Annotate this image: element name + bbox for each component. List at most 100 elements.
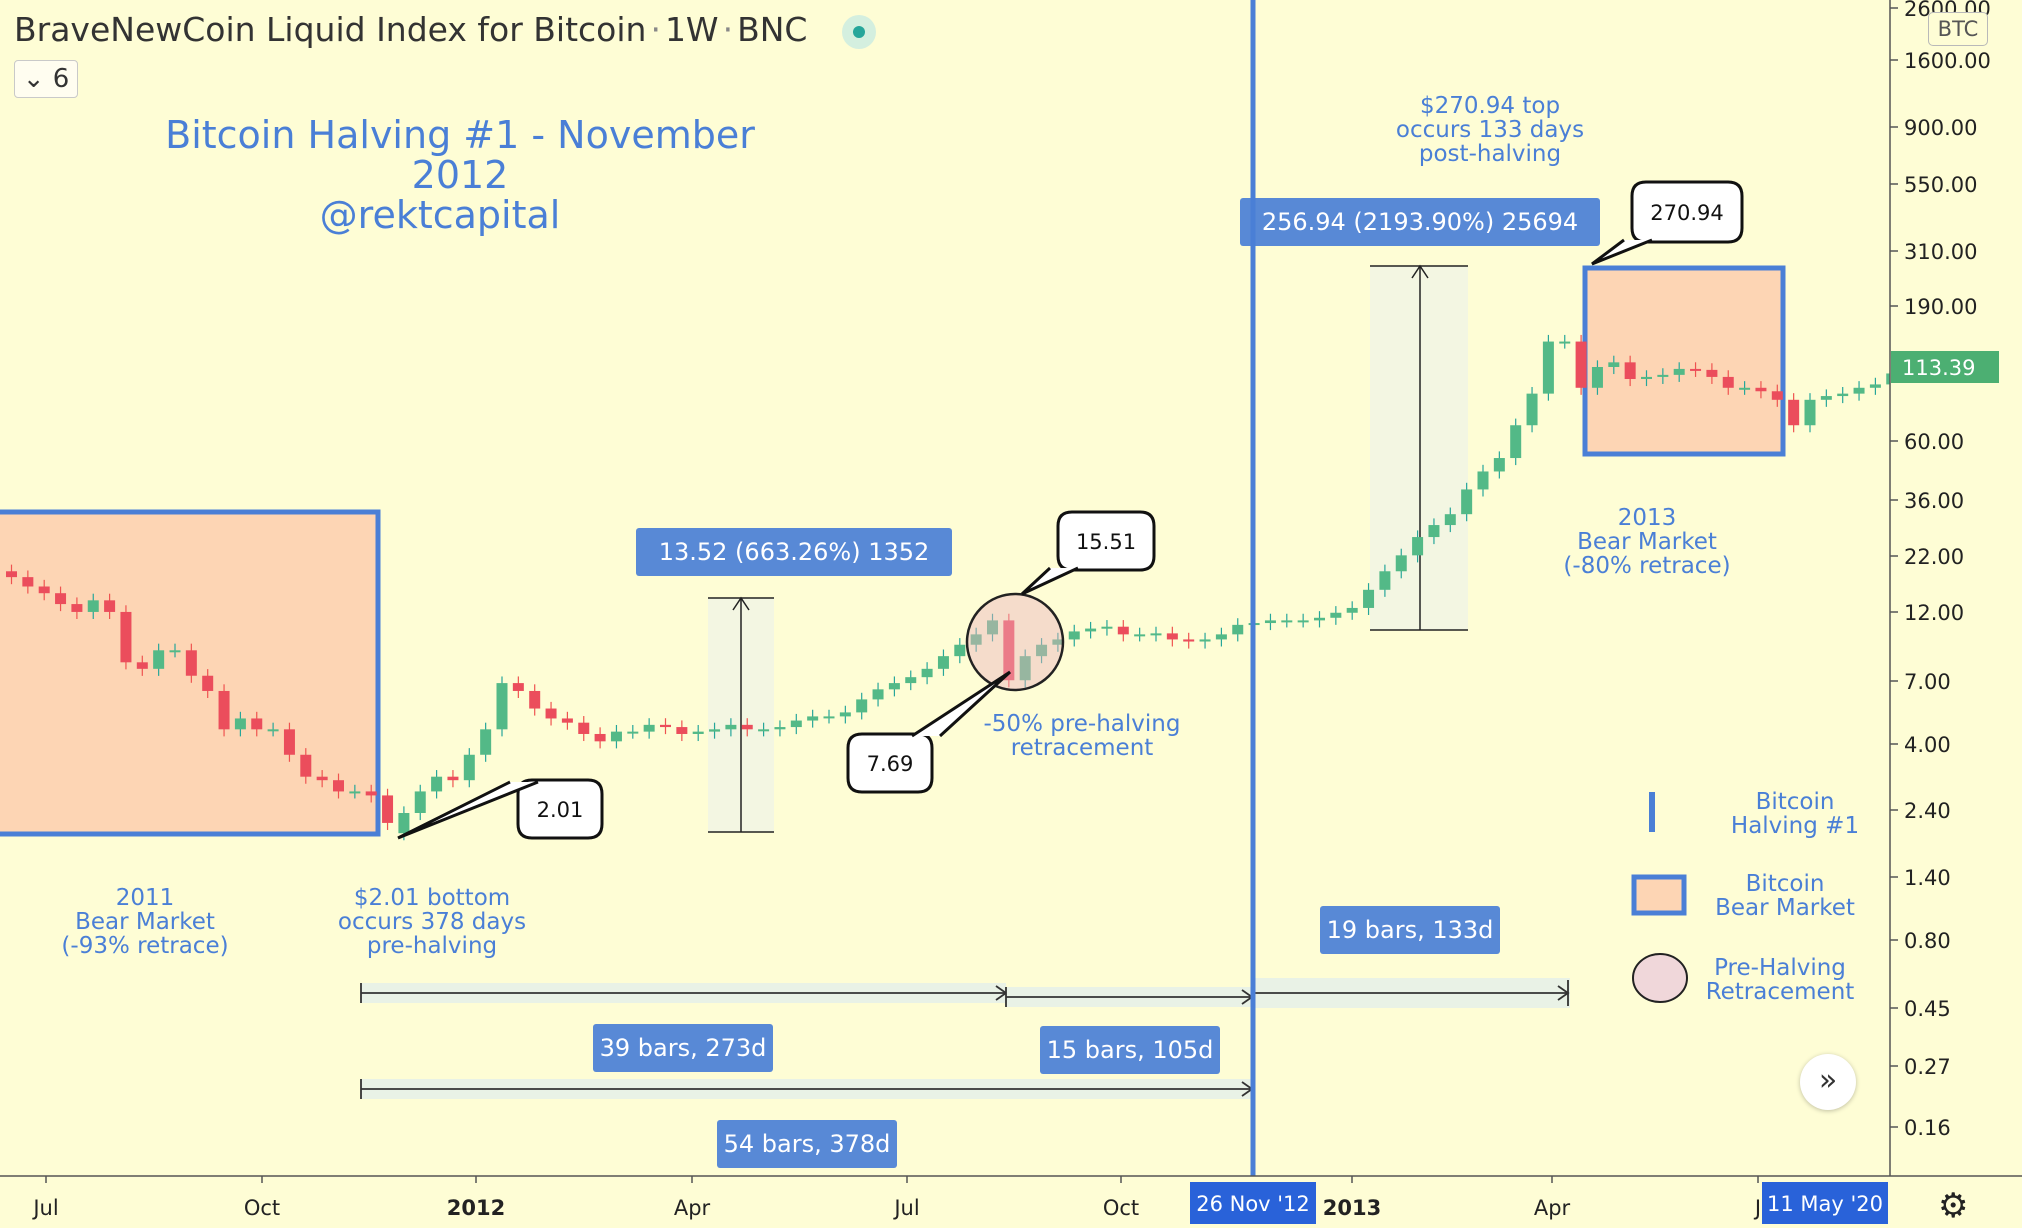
candle-body — [300, 754, 312, 777]
candle-body — [38, 586, 50, 594]
callout-retrace-low-label: 7.69 — [867, 752, 914, 776]
symbol-legend[interactable]: BraveNewCoin Liquid Index for Bitcoin · 1W… — [14, 10, 876, 49]
candle-body — [185, 650, 197, 676]
candle-body — [921, 668, 933, 678]
candle-body — [1264, 620, 1276, 624]
candle-body — [856, 699, 868, 713]
candle-body — [1673, 368, 1685, 375]
legend-label-bear-market: Bitcoin Bear Market — [1715, 871, 1855, 922]
candle-body — [676, 727, 688, 734]
interval-label: 1W — [664, 10, 719, 49]
candle-body — [87, 600, 99, 612]
candle-body — [1395, 555, 1407, 572]
candle-body — [741, 724, 753, 730]
retracement-circle-icon — [1632, 953, 1688, 1003]
candle-body — [1755, 387, 1767, 392]
measure-2012-label: 13.52 (663.26%) 1352 — [659, 538, 930, 566]
candle-body — [1101, 626, 1113, 629]
candle-body — [1477, 471, 1489, 490]
candle-body — [1526, 393, 1538, 426]
candle-body — [987, 620, 998, 635]
candle-body — [1052, 639, 1064, 645]
candle-body — [316, 776, 328, 781]
candle-body — [774, 727, 786, 730]
time-tick-label: Oct — [244, 1196, 280, 1220]
price-tick-label: 0.16 — [1904, 1116, 1951, 1140]
price-axis-bg — [1890, 0, 2022, 1176]
scroll-forward-button[interactable]: » — [1800, 1054, 1856, 1110]
candle-body — [169, 650, 181, 653]
candle-body — [643, 724, 655, 732]
candle-body — [1837, 393, 1849, 397]
settings-gear-icon[interactable]: ⚙ — [1938, 1186, 1969, 1226]
candle-body — [463, 754, 475, 781]
callout-high-label: 15.51 — [1076, 530, 1136, 554]
candle-body — [872, 689, 884, 700]
price-tick-label: 4.00 — [1904, 733, 1951, 757]
candle-body — [970, 634, 982, 645]
candle-body — [545, 708, 557, 719]
candle-body — [660, 724, 671, 728]
currency-badge[interactable]: BTC — [1928, 12, 1988, 46]
candle-body — [398, 813, 410, 834]
price-tick-label: 2.40 — [1904, 799, 1951, 823]
indicators-toggle-button[interactable]: ⌄ 6 — [14, 60, 78, 98]
candle-body — [1739, 387, 1751, 390]
price-tick-label: 60.00 — [1904, 430, 1964, 454]
measure-2013-label-box — [1240, 198, 1600, 246]
candle-body — [1428, 525, 1440, 538]
callout-top-bubble — [1630, 180, 1744, 244]
market-status-icon — [841, 14, 876, 49]
candle-body — [529, 690, 541, 709]
bear-2013-annotation: 2013 Bear Market (-80% retrace) — [1563, 505, 1731, 580]
bottom-annotation: $2.01 bottom occurs 378 days pre-halving — [337, 885, 527, 960]
candle-body — [1591, 367, 1603, 388]
candle-body — [1379, 571, 1391, 590]
time-tick-label: Jul — [892, 1196, 919, 1220]
range-15-bars-label: 15 bars, 105d — [1047, 1036, 1214, 1064]
candle-body — [1314, 617, 1325, 621]
candle-body — [610, 731, 622, 742]
candle-body — [1363, 589, 1375, 608]
candle-body — [22, 577, 34, 587]
candle-body — [1150, 633, 1162, 636]
callout-top-pointer — [1591, 238, 1653, 266]
price-tick-label: 1600.00 — [1904, 49, 1991, 73]
price-tick-label: 900.00 — [1904, 116, 1977, 140]
candle-body — [578, 722, 590, 734]
candle-body — [349, 791, 361, 794]
price-tick-label: 36.00 — [1904, 489, 1964, 513]
candle-body — [1346, 607, 1358, 613]
candle-body — [627, 731, 639, 734]
measure-2012-label-box — [636, 528, 952, 576]
handle-annotation: @rektcapital — [319, 193, 561, 237]
candle-body — [1559, 341, 1571, 344]
last-price-box — [1891, 351, 1999, 383]
candle-body — [954, 644, 966, 657]
candle-body — [561, 718, 573, 723]
legend-label-halving: Bitcoin Halving #1 — [1730, 789, 1860, 840]
range-15-bars-label-box — [1040, 1026, 1220, 1074]
range-19-bars-label-box — [1320, 906, 1500, 954]
candle-body — [709, 729, 721, 732]
candle-body — [447, 776, 459, 781]
candle-body — [382, 795, 394, 823]
candle-body — [1134, 634, 1146, 637]
price-tick-label: 310.00 — [1904, 240, 1977, 264]
candle-body — [1036, 644, 1048, 657]
symbol-name: BraveNewCoin Liquid Index for Bitcoin — [14, 10, 647, 49]
candle-body — [71, 604, 83, 612]
candle-body — [365, 791, 377, 796]
candle-body — [1019, 656, 1031, 681]
candle-body — [104, 600, 116, 612]
double-chevron-right-icon: » — [1818, 1063, 1838, 1098]
candle-body — [1232, 624, 1244, 635]
candle-body — [594, 733, 606, 742]
price-tick-label: 0.45 — [1904, 997, 1951, 1021]
callout-top-label: 270.94 — [1650, 201, 1723, 225]
price-tick-label: 7.00 — [1904, 670, 1951, 694]
candle-body — [1166, 633, 1178, 640]
callout-low-label: 2.01 — [537, 798, 584, 822]
candle-body — [1624, 362, 1636, 380]
